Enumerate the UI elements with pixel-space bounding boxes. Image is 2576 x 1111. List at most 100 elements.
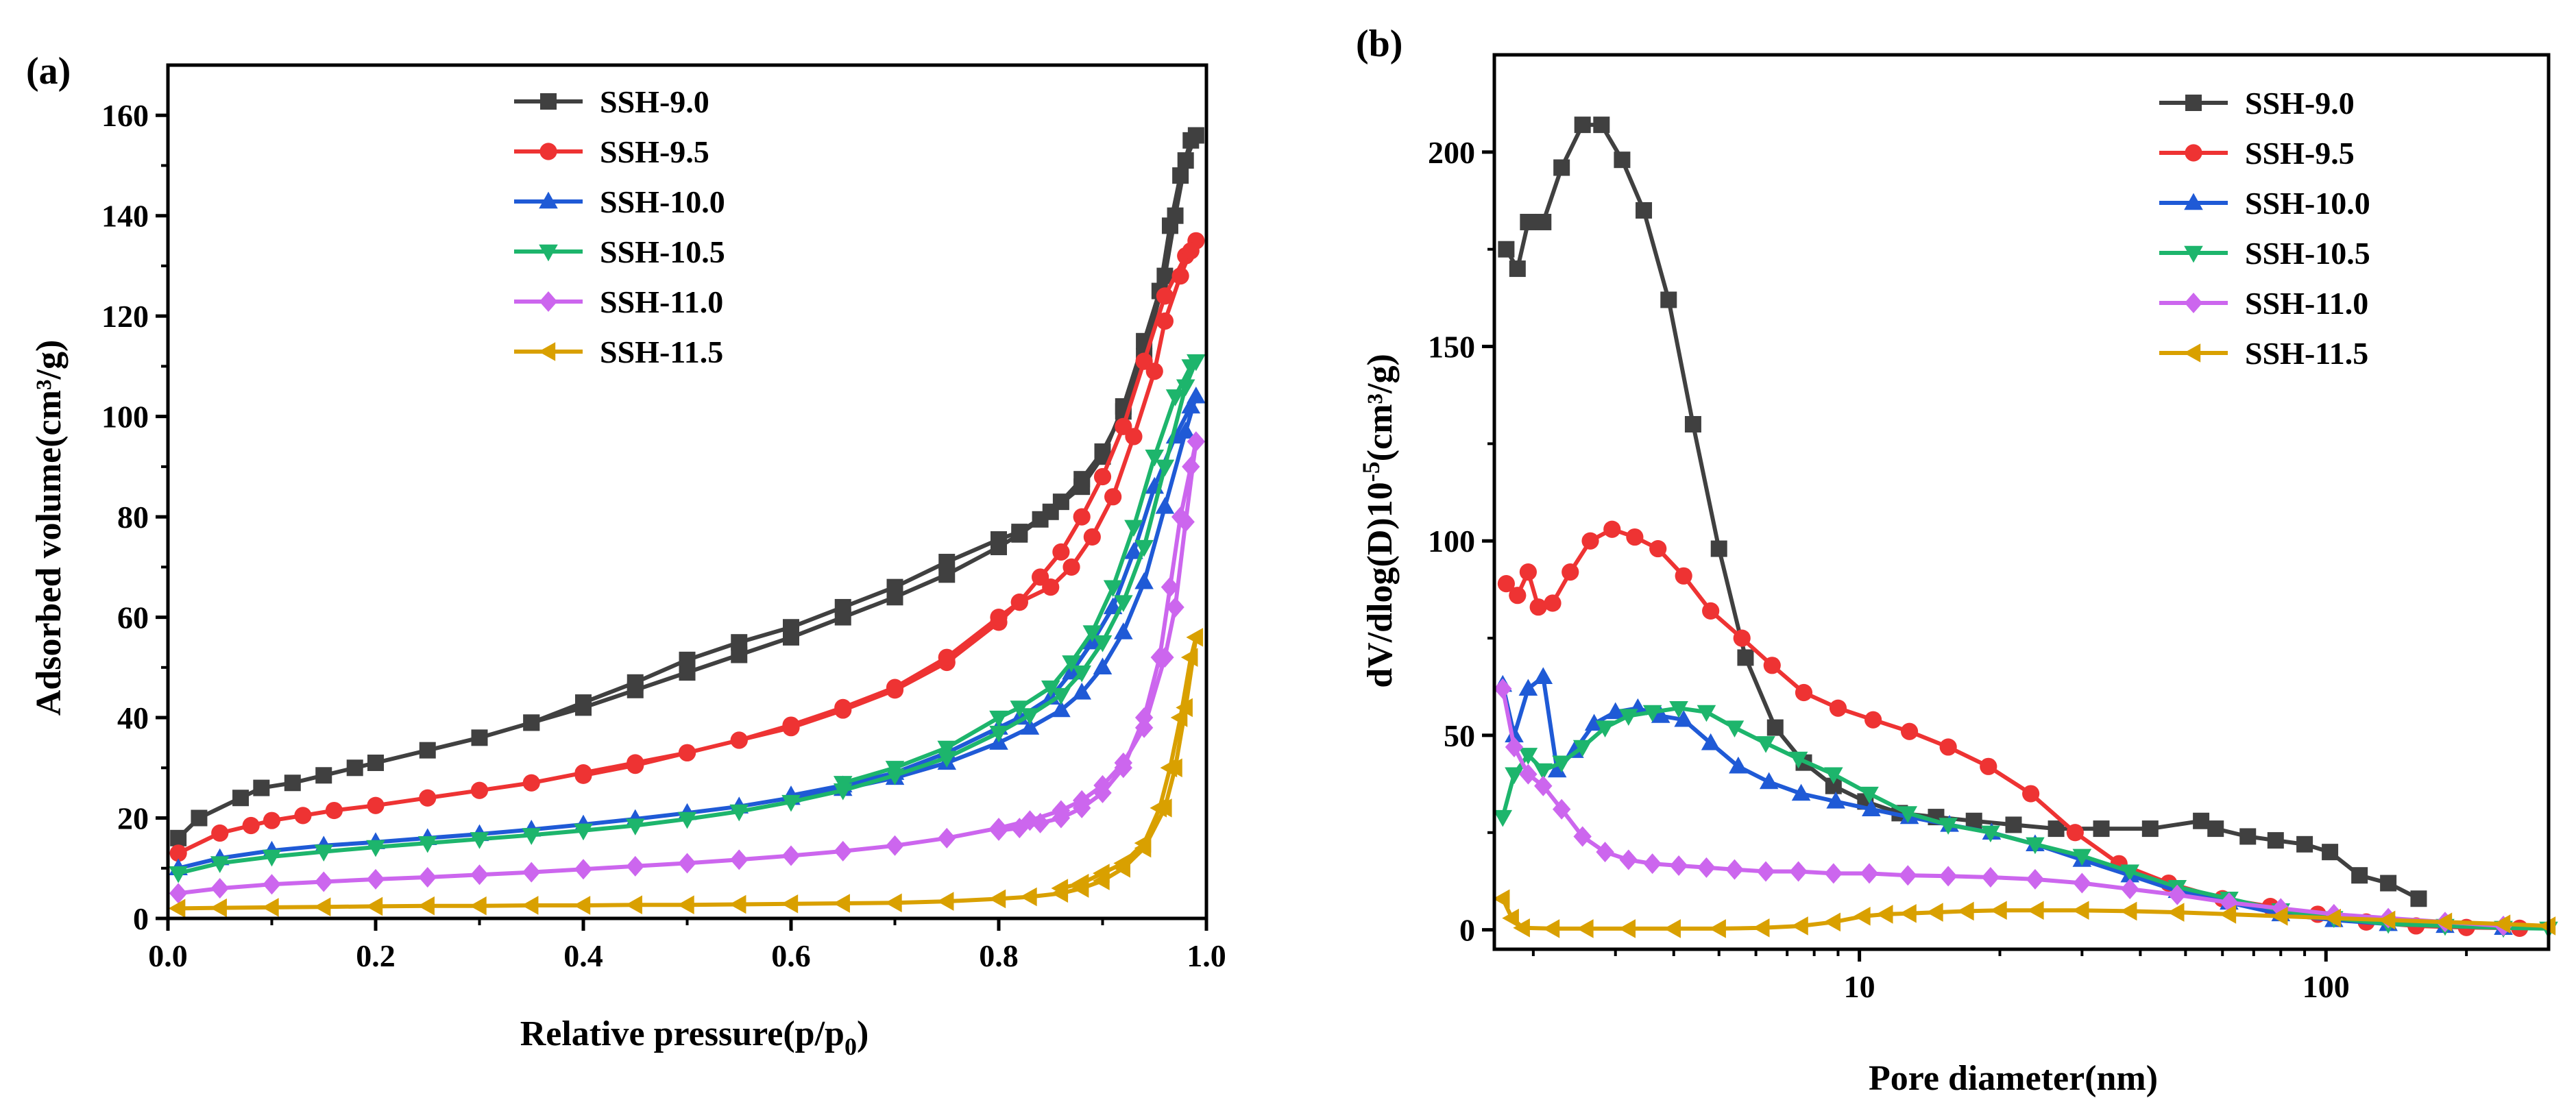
data-point: [1581, 532, 1599, 550]
data-point: [1829, 699, 1847, 717]
data-point: [2380, 875, 2397, 892]
data-point: [1125, 428, 1143, 445]
data-point: [1552, 798, 1571, 820]
legend-marker: [2184, 245, 2203, 263]
data-point: [1596, 842, 1614, 863]
data-point: [522, 828, 542, 845]
data-point: [1900, 722, 1919, 740]
data-point: [1011, 524, 1028, 541]
data-point: [2410, 890, 2427, 907]
data-point: [1150, 647, 1169, 668]
data-point: [1547, 760, 1567, 778]
data-point: [1031, 812, 1049, 833]
y-tick-label: 120: [101, 299, 149, 334]
data-point: [886, 679, 904, 696]
data-point: [678, 744, 696, 761]
y-tick-label: 0: [133, 901, 149, 936]
data-point: [1788, 751, 1808, 769]
data-point: [1752, 918, 1770, 938]
data-point: [885, 893, 902, 913]
y-tick-label: 40: [117, 700, 149, 735]
data-point: [1990, 901, 2007, 920]
data-point: [1651, 706, 1670, 723]
data-point: [1552, 755, 1571, 773]
legend-marker: [2185, 95, 2202, 111]
data-point: [938, 554, 956, 571]
data-point: [1182, 242, 1200, 260]
data-point: [1093, 467, 1112, 486]
series-ssh-9-5: [1497, 520, 2529, 937]
data-point: [1533, 667, 1553, 685]
data-point: [1899, 865, 1917, 886]
x-tick-label: 10: [1844, 969, 1875, 1004]
data-point: [1052, 687, 1071, 705]
data-point: [1155, 459, 1175, 477]
data-point: [1860, 863, 1879, 884]
x-tick-label: 0.6: [771, 938, 811, 973]
series-ssh-11-0: [1494, 678, 2513, 936]
data-point: [1051, 879, 1069, 898]
data-point: [1572, 740, 1592, 757]
data-point: [1981, 867, 2000, 888]
axis-frame: [1492, 53, 2551, 951]
data-point: [2141, 820, 2159, 838]
data-point: [1574, 117, 1591, 134]
data-point: [1113, 853, 1130, 873]
data-point: [990, 608, 1008, 626]
data-point: [191, 809, 208, 827]
legend-label: SSH-10.5: [2245, 236, 2370, 271]
y-tick-label: 200: [1428, 135, 1475, 170]
data-point: [523, 714, 540, 731]
data-point: [1939, 738, 1957, 756]
data-point: [1733, 629, 1751, 647]
data-point: [1864, 711, 1882, 729]
data-point: [2267, 832, 2284, 849]
data-point: [1759, 772, 1779, 790]
data-point: [2239, 828, 2257, 845]
data-point: [1626, 528, 1644, 546]
data-point: [1675, 567, 1692, 585]
data-point: [1124, 520, 1143, 537]
data-point: [1860, 786, 1879, 804]
data-point: [834, 598, 851, 615]
data-point: [262, 849, 282, 867]
data-point: [1725, 859, 1744, 880]
y-tick-label: 50: [1444, 718, 1475, 753]
data-point: [1114, 622, 1133, 639]
data-point: [1181, 359, 1201, 376]
data-point: [1605, 702, 1625, 720]
data-point: [1176, 698, 1193, 718]
legend-marker: [540, 93, 557, 110]
data-point: [730, 849, 749, 870]
data-point: [210, 898, 227, 918]
data-point: [262, 898, 279, 917]
data-point: [1593, 117, 1610, 134]
data-point: [1041, 680, 1060, 698]
data-point: [2026, 837, 2045, 855]
data-point: [1519, 563, 1537, 581]
data-point: [1823, 912, 1841, 932]
data-point: [1544, 594, 1562, 612]
data-point: [315, 871, 333, 892]
data-point: [575, 694, 592, 711]
data-point: [1981, 825, 2000, 843]
data-point: [1725, 720, 1745, 737]
data-point: [169, 866, 188, 883]
data-point: [366, 840, 385, 857]
data-point: [1103, 580, 1123, 598]
data-point: [294, 807, 312, 825]
data-point: [1020, 718, 1040, 735]
legend-marker: [539, 244, 558, 262]
data-point: [2378, 910, 2396, 930]
data-point: [419, 742, 436, 759]
data-point: [2167, 903, 2185, 922]
data-point: [1709, 919, 1726, 938]
data-point: [1093, 864, 1110, 883]
data-point: [1595, 720, 1615, 737]
data-point: [367, 796, 385, 814]
series-ssh-9-0: [170, 127, 1204, 846]
data-point: [1187, 431, 1206, 452]
data-point: [1619, 849, 1638, 870]
data-point: [2119, 901, 2137, 921]
legend-label: SSH-11.5: [2245, 336, 2368, 371]
